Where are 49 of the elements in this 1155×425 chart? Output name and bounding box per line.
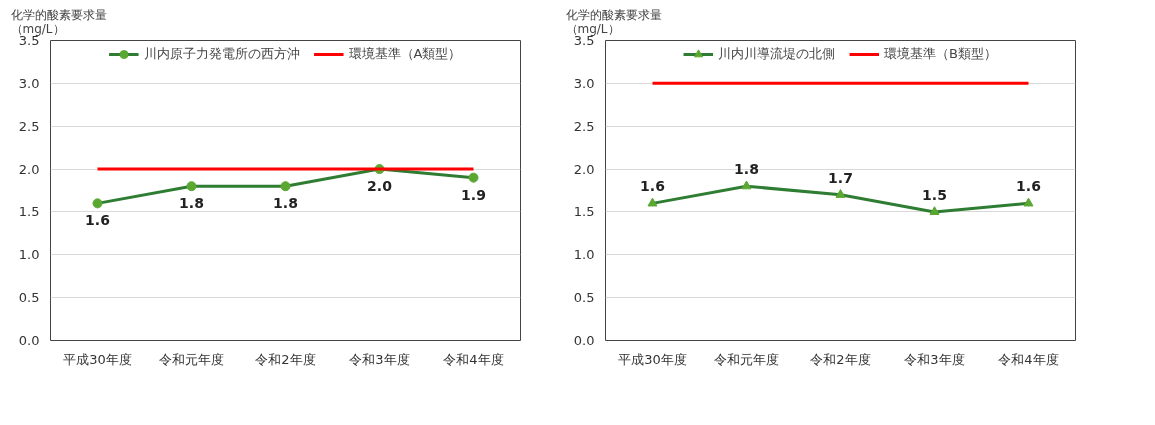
y-tick-label: 2.5 bbox=[18, 118, 40, 134]
data-label: 2.0 bbox=[367, 178, 393, 195]
y-tick-label: 1.0 bbox=[573, 247, 595, 263]
y-tick-label: 2.5 bbox=[573, 118, 595, 134]
y-axis-title: 化学的酸素要求量（mg/L） bbox=[10, 7, 107, 36]
x-tick-label: 令和2年度 bbox=[810, 351, 871, 367]
y-axis-title: 化学的酸素要求量（mg/L） bbox=[565, 7, 662, 36]
point bbox=[929, 206, 940, 216]
x-tick-label: 令和2年度 bbox=[255, 351, 316, 367]
point bbox=[1023, 197, 1034, 207]
data-label: 1.6 bbox=[1016, 178, 1041, 195]
point bbox=[835, 189, 846, 198]
y-tick-label: 2.0 bbox=[573, 161, 595, 177]
y-tick-label: 0.5 bbox=[573, 290, 595, 306]
legend-label: 川内川導流堤の北側 bbox=[718, 45, 836, 63]
point bbox=[186, 181, 197, 192]
y-tick-label: 0.0 bbox=[573, 333, 595, 348]
legend-label: 川内原子力発電所の西方沖 bbox=[143, 45, 300, 63]
data-label: 1.8 bbox=[273, 195, 298, 212]
data-label: 1.8 bbox=[179, 195, 204, 212]
data-label: 1.9 bbox=[461, 186, 486, 203]
data-label: 1.7 bbox=[828, 169, 853, 186]
point bbox=[280, 181, 291, 192]
point bbox=[92, 198, 103, 209]
y-tick-label: 0.5 bbox=[18, 290, 40, 306]
y-tick-label: 2.0 bbox=[18, 161, 40, 177]
x-tick-label: 平成30年度 bbox=[63, 351, 132, 367]
point bbox=[647, 197, 658, 207]
y-tick-label: 3.0 bbox=[573, 75, 595, 91]
x-tick-label: 令和3年度 bbox=[904, 351, 965, 367]
point bbox=[468, 172, 479, 183]
y-tick-label: 1.0 bbox=[18, 247, 40, 263]
y-tick-label: 1.5 bbox=[18, 204, 40, 220]
x-tick-label: 令和元年度 bbox=[159, 351, 224, 367]
data-label: 1.6 bbox=[640, 178, 665, 195]
y-tick-label: 0.0 bbox=[18, 333, 40, 348]
point bbox=[741, 180, 752, 190]
y-tick-label: 1.5 bbox=[573, 204, 595, 220]
data-label: 1.5 bbox=[922, 186, 947, 203]
x-tick-label: 令和4年度 bbox=[998, 351, 1059, 367]
x-tick-label: 令和4年度 bbox=[443, 351, 504, 367]
data-label: 1.8 bbox=[734, 161, 759, 178]
x-tick-label: 令和3年度 bbox=[349, 351, 410, 367]
x-tick-label: 令和元年度 bbox=[714, 351, 779, 367]
x-tick-label: 平成30年度 bbox=[618, 351, 687, 367]
data-label: 1.6 bbox=[85, 212, 110, 229]
legend-label: 環境基準（B類型） bbox=[884, 45, 997, 63]
y-tick-label: 3.0 bbox=[18, 75, 40, 91]
legend-label: 環境基準（A類型） bbox=[348, 45, 462, 63]
